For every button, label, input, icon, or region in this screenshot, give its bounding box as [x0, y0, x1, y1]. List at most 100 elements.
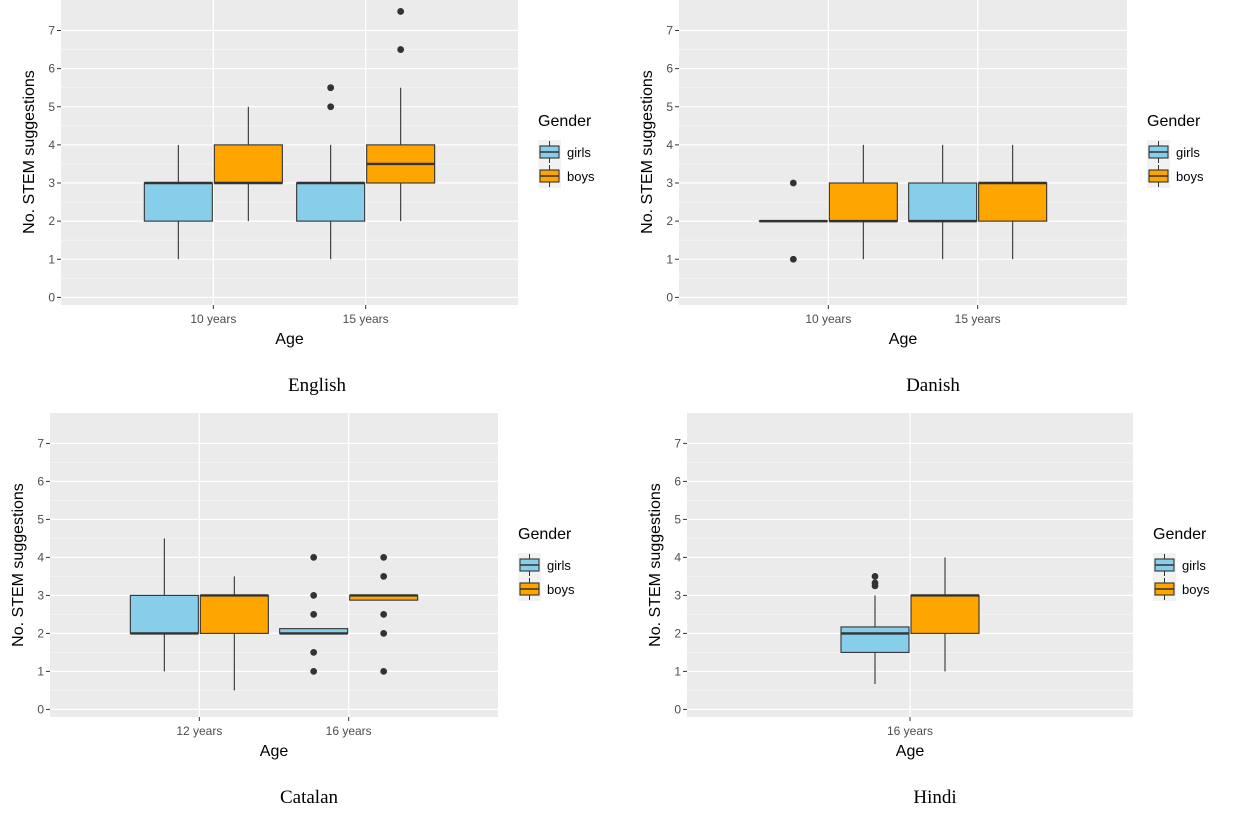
- y-tick-label: 0: [48, 290, 55, 304]
- panel-caption: Catalan: [280, 787, 339, 808]
- box-boys-16-years: [910, 557, 980, 672]
- x-tick-label: 15 years: [955, 312, 1001, 326]
- y-tick-label: 5: [37, 512, 44, 526]
- y-tick-label: 2: [48, 214, 55, 228]
- legend-label-girls: girls: [547, 558, 571, 573]
- x-axis-title: Age: [275, 331, 304, 348]
- y-tick-label: 6: [666, 62, 673, 76]
- y-tick-label: 7: [674, 436, 681, 450]
- legend: Gender girls boys: [538, 113, 595, 188]
- outlier-point: [310, 649, 318, 656]
- x-tick-label: 10 years: [190, 312, 236, 326]
- x-tick-label: 10 years: [805, 312, 851, 326]
- legend-title: Gender: [1147, 113, 1201, 130]
- panel-catalan: 0 1 2 3 4 5 6 7 12 years 16 years Age No. STEM sugg…: [10, 413, 575, 808]
- outlier-point: [310, 554, 318, 561]
- outlier-point: [380, 573, 388, 580]
- x-axis-title: Age: [889, 331, 918, 348]
- y-tick-label: 3: [37, 588, 44, 602]
- x-tick-label: 15 years: [343, 312, 389, 326]
- y-tick-label: 7: [666, 24, 673, 38]
- outlier-point: [380, 630, 388, 637]
- outlier-point: [789, 255, 797, 263]
- panel-caption: Hindi: [913, 787, 956, 808]
- y-tick-label: 1: [37, 664, 44, 678]
- legend-label-girls: girls: [567, 145, 591, 160]
- legend-title: Gender: [1153, 526, 1207, 543]
- y-tick-label: 7: [37, 436, 44, 450]
- box-girls-12-years: [129, 538, 199, 672]
- y-tick-label: 3: [48, 176, 55, 190]
- outlier-point: [789, 179, 797, 187]
- box-boys-10-years: [828, 144, 898, 260]
- x-tick-label: 16 years: [887, 724, 933, 738]
- x-tick-label: 16 years: [326, 724, 372, 738]
- y-tick-label: 5: [48, 100, 55, 114]
- box-boys-15-years: [978, 144, 1048, 260]
- box-boys-10-years: [213, 106, 283, 222]
- box-body: [143, 182, 213, 222]
- y-tick-label: 2: [666, 214, 673, 228]
- box-body: [840, 626, 910, 653]
- y-tick-label: 7: [48, 24, 55, 38]
- y-tick-label: 6: [48, 62, 55, 76]
- y-tick-label: 5: [666, 100, 673, 114]
- box-body: [828, 182, 898, 222]
- y-tick-label: 1: [674, 664, 681, 678]
- outlier-point: [327, 103, 335, 111]
- y-tick-label: 0: [37, 702, 44, 716]
- panel-caption: English: [288, 375, 347, 396]
- legend-label-girls: girls: [1182, 558, 1206, 573]
- y-tick-label: 4: [48, 138, 55, 152]
- outlier-point: [397, 8, 405, 15]
- box-boys-12-years: [199, 576, 269, 691]
- panel-caption: Danish: [906, 375, 960, 396]
- y-tick-label: 1: [48, 252, 55, 266]
- y-tick-label: 2: [37, 626, 44, 640]
- y-tick-label: 0: [666, 290, 673, 304]
- y-axis-title: No. STEM suggestions: [21, 70, 38, 234]
- box-body: [978, 182, 1048, 222]
- outlier-point: [871, 579, 879, 587]
- y-tick-label: 4: [37, 550, 44, 564]
- box-body: [296, 182, 366, 222]
- y-axis-title: No. STEM suggestions: [10, 483, 27, 647]
- y-tick-label: 4: [666, 138, 673, 152]
- outlier-point: [310, 592, 318, 599]
- panel-background: [61, 0, 518, 305]
- box-girls-15-years: [908, 144, 978, 260]
- panel-background: [50, 413, 498, 717]
- y-tick-label: 6: [37, 474, 44, 488]
- box-body: [199, 594, 269, 634]
- y-tick-label: 6: [674, 474, 681, 488]
- outlier-point: [871, 573, 879, 580]
- x-axis-title: Age: [896, 743, 925, 760]
- panel-background: [679, 0, 1127, 305]
- box-body: [908, 182, 978, 222]
- x-tick-label: 12 years: [176, 724, 222, 738]
- y-tick-label: 5: [674, 512, 681, 526]
- box-boys-15-years: [366, 8, 436, 222]
- legend-title: Gender: [518, 526, 572, 543]
- legend-label-boys: boys: [1176, 169, 1204, 184]
- outlier-point: [397, 46, 405, 53]
- legend-title: Gender: [538, 113, 592, 130]
- outlier-point: [310, 611, 318, 618]
- box-girls-10-years: [758, 179, 828, 263]
- box-body: [129, 594, 199, 634]
- legend: Gender girls boys: [1147, 113, 1204, 188]
- panel-hindi: 0 1 2 3 4 5 6 7 16 years Age No. STEM suggestions G…: [647, 413, 1210, 808]
- box-body: [213, 144, 283, 184]
- box-girls-16-years: [279, 554, 349, 675]
- box-body: [910, 594, 980, 634]
- legend-label-boys: boys: [1182, 582, 1210, 597]
- legend-label-boys: boys: [547, 582, 575, 597]
- outlier-point: [310, 668, 318, 675]
- box-boys-16-years: [349, 554, 419, 675]
- legend-label-girls: girls: [1176, 145, 1200, 160]
- y-tick-label: 1: [666, 252, 673, 266]
- box-girls-16-years: [840, 573, 910, 684]
- panel-danish: 0 1 2 3 4 5 6 7 10 years 15 years Age No. STEM sugg…: [639, 0, 1204, 396]
- box-girls-10-years: [143, 144, 213, 260]
